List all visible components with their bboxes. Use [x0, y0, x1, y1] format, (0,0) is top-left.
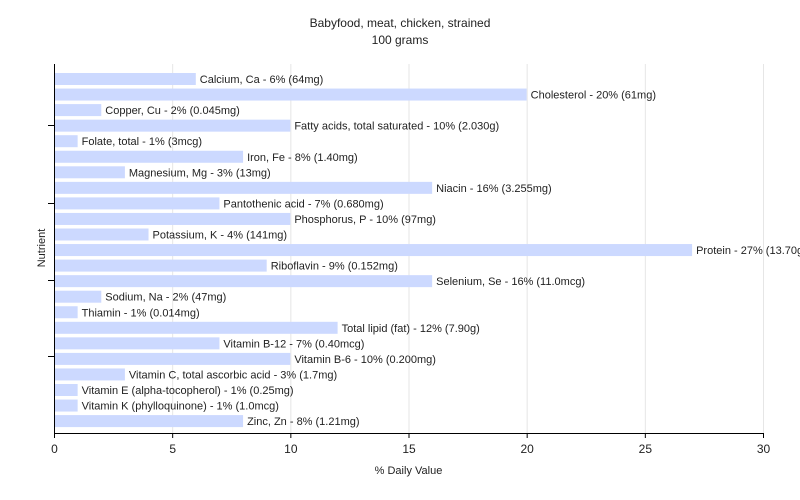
bar [55, 104, 102, 117]
x-tick-label: 5 [169, 442, 176, 456]
bar-label: Copper, Cu - 2% (0.045mg) [105, 105, 240, 117]
bar-label: Fatty acids, total saturated - 10% (2.03… [294, 121, 499, 133]
bar [55, 244, 693, 257]
axes: 0 5 10 15 20 25 30 [48, 64, 770, 456]
y-axis-title: Nutrient [36, 228, 48, 268]
bar-label: Total lipid (fat) - 12% (7.90g) [342, 323, 480, 335]
bar [55, 337, 220, 350]
bar [55, 306, 78, 319]
bar-label: Thiamin - 1% (0.014mg) [82, 307, 200, 319]
data-labels: Calcium, Ca - 6% (64mg) Cholesterol - 20%… [82, 74, 800, 428]
bar [55, 212, 291, 225]
bar-label: Iron, Fe - 8% (1.40mg) [247, 152, 358, 164]
bar [55, 88, 527, 101]
bar [55, 135, 78, 148]
bar-label: Potassium, K - 4% (141mg) [153, 230, 287, 242]
bar-label: Phosphorus, P - 10% (97mg) [294, 214, 436, 226]
x-tick-label: 0 [51, 442, 58, 456]
bar [55, 181, 433, 194]
bar [55, 352, 291, 365]
x-tick-label: 10 [284, 442, 298, 456]
x-tick-label: 25 [639, 442, 653, 456]
bar-label: Magnesium, Mg - 3% (13mg) [129, 167, 271, 179]
bar-label: Calcium, Ca - 6% (64mg) [200, 74, 323, 86]
x-tick-label: 15 [402, 442, 416, 456]
bar-label: Cholesterol - 20% (61mg) [531, 90, 656, 102]
bars [55, 73, 693, 428]
bar [55, 290, 102, 303]
bar-label: Riboflavin - 9% (0.152mg) [271, 261, 398, 273]
bar-label: Protein - 27% (13.70g) [696, 245, 800, 257]
chart-title: Babyfood, meat, chicken, strained [309, 16, 491, 30]
bar-label: Selenium, Se - 16% (11.0mcg) [436, 276, 585, 288]
bar [55, 228, 149, 241]
bar [55, 321, 338, 334]
bar [55, 73, 196, 85]
x-tick-label: 20 [520, 442, 534, 456]
bar-label: Vitamin E (alpha-tocopherol) - 1% (0.25m… [82, 385, 294, 397]
bar-label: Vitamin B-12 - 7% (0.40mcg) [223, 338, 364, 350]
bar-label: Niacin - 16% (3.255mg) [436, 183, 552, 195]
chart-subtitle: 100 grams [371, 33, 429, 47]
bar [55, 368, 125, 381]
bar [55, 384, 78, 396]
bar [55, 415, 244, 428]
bar-label: Pantothenic acid - 7% (0.680mg) [223, 198, 383, 210]
bar-label: Vitamin C, total ascorbic acid - 3% (1.7… [129, 369, 337, 381]
bar-label: Zinc, Zn - 8% (1.21mg) [247, 416, 359, 428]
bar-label: Sodium, Na - 2% (47mg) [105, 292, 226, 304]
bar [55, 197, 220, 210]
bar-label: Folate, total - 1% (3mcg) [82, 136, 202, 148]
bar [55, 275, 433, 288]
bar [55, 259, 267, 272]
x-tick-label: 30 [757, 442, 771, 456]
bar-label: Vitamin B-6 - 10% (0.200mg) [294, 354, 436, 366]
x-axis-title: % Daily Value [374, 465, 443, 477]
bar [55, 166, 125, 179]
bar [55, 119, 291, 132]
bar [55, 399, 78, 412]
bar-label: Vitamin K (phylloquinone) - 1% (1.0mcg) [82, 401, 279, 413]
bar [55, 150, 244, 163]
